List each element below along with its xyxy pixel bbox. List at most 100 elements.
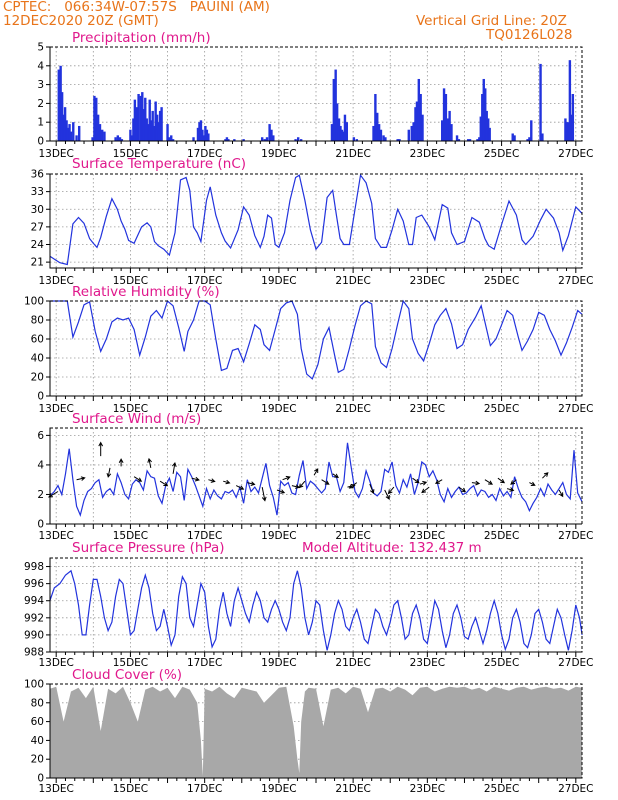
precip-bar bbox=[93, 95, 96, 141]
y-tick-label: 998 bbox=[24, 561, 44, 573]
x-tick-label: 21DEC bbox=[335, 657, 370, 669]
precip-bar bbox=[539, 63, 542, 141]
precip-bar bbox=[377, 124, 381, 141]
precip-bar bbox=[132, 118, 135, 141]
y-tick-label: 60 bbox=[31, 334, 44, 346]
precip-bar bbox=[355, 139, 359, 141]
precip-bar bbox=[152, 125, 156, 141]
x-tick-label: 25DEC bbox=[484, 275, 519, 287]
x-tick-label: 21DEC bbox=[335, 783, 370, 795]
wind-arrow bbox=[332, 473, 339, 478]
precip-bar bbox=[155, 114, 159, 141]
y-tick-label: 2 bbox=[37, 489, 44, 501]
wind-arrow bbox=[98, 441, 104, 457]
precip-bar bbox=[342, 131, 345, 141]
precip-bar bbox=[268, 124, 271, 141]
precip-bar bbox=[511, 133, 514, 141]
precip-bar bbox=[352, 137, 356, 141]
precip-bar bbox=[57, 69, 60, 141]
wind-arrow bbox=[558, 489, 564, 498]
precip-bar bbox=[101, 129, 104, 141]
x-tick-label: 19DEC bbox=[261, 403, 296, 415]
precip-bar bbox=[421, 114, 424, 141]
precip-bar bbox=[374, 94, 377, 141]
x-tick-label: 23DEC bbox=[410, 530, 445, 542]
x-tick-label: 19DEC bbox=[261, 275, 296, 287]
precip-bar bbox=[530, 120, 533, 141]
precip-bar bbox=[118, 137, 122, 141]
x-tick-label: 15DEC bbox=[113, 783, 148, 795]
y-tick-label: 6 bbox=[37, 430, 44, 442]
precip-bar bbox=[476, 139, 479, 141]
precip-bar bbox=[205, 129, 209, 141]
x-tick-label: 13DEC bbox=[38, 530, 73, 542]
precip-bar bbox=[565, 122, 569, 141]
precip-bar bbox=[103, 131, 106, 141]
y-tick-label: 20 bbox=[31, 754, 44, 766]
wind-arrow bbox=[542, 472, 549, 479]
y-tick-label: 994 bbox=[24, 595, 44, 607]
x-tick-label: 23DEC bbox=[410, 148, 445, 160]
x-tick-label: 25DEC bbox=[484, 657, 519, 669]
header-location: CPTEC: 066:34W-07:57S PAUINI (AM) bbox=[3, 0, 270, 15]
x-tick-label: 19DEC bbox=[261, 148, 296, 160]
precip-bar bbox=[157, 122, 160, 141]
precip-bar bbox=[330, 124, 334, 141]
y-tick-label: 5 bbox=[37, 42, 44, 54]
y-tick-label: 0 bbox=[37, 391, 44, 403]
x-tick-label: 25DEC bbox=[484, 403, 519, 415]
y-tick-label: 27 bbox=[31, 221, 44, 233]
precip-bar bbox=[171, 139, 175, 141]
wind-arrow bbox=[276, 489, 286, 494]
wind-arrow bbox=[76, 476, 86, 481]
cloud-area bbox=[49, 686, 583, 778]
x-tick-label: 27DEC bbox=[558, 148, 593, 160]
precip-bar bbox=[130, 135, 134, 141]
x-tick-label: 27DEC bbox=[558, 783, 593, 795]
precip-bar bbox=[65, 120, 68, 141]
precip-bar bbox=[170, 135, 173, 141]
y-tick-label: 990 bbox=[24, 629, 44, 641]
precip-bar bbox=[571, 94, 575, 141]
panel-cloud bbox=[46, 683, 583, 783]
x-tick-label: 17DEC bbox=[187, 403, 222, 415]
precip-bar bbox=[345, 122, 349, 141]
precip-bar bbox=[398, 139, 401, 141]
y-tick-label: 80 bbox=[31, 315, 44, 327]
y-tick-label: 40 bbox=[31, 735, 44, 747]
x-tick-label: 27DEC bbox=[558, 657, 593, 669]
precip-bar bbox=[144, 97, 147, 141]
x-tick-label: 21DEC bbox=[335, 403, 370, 415]
y-tick-label: 100 bbox=[24, 296, 44, 308]
panel-rh bbox=[46, 299, 583, 401]
precip-bar bbox=[60, 92, 64, 141]
x-tick-label: 15DEC bbox=[113, 148, 148, 160]
x-tick-label: 27DEC bbox=[558, 403, 593, 415]
precip-bar bbox=[224, 139, 227, 141]
precip-bar bbox=[528, 137, 531, 141]
precip-bar bbox=[77, 125, 81, 141]
precip-bar bbox=[541, 133, 544, 141]
wind-arrow bbox=[458, 486, 467, 493]
precip-bar bbox=[478, 137, 481, 141]
precip-bar bbox=[120, 139, 124, 141]
wind-arrow bbox=[106, 467, 112, 478]
precip-bar bbox=[450, 124, 453, 141]
wind-arrow bbox=[235, 485, 245, 490]
wind-arrow bbox=[191, 476, 200, 482]
precip-bar bbox=[150, 120, 153, 141]
precip-bar bbox=[396, 139, 399, 141]
x-tick-label: 19DEC bbox=[261, 783, 296, 795]
precip-bar bbox=[568, 60, 572, 141]
precip-bar bbox=[96, 114, 100, 141]
y-tick-label: 36 bbox=[31, 169, 45, 181]
precip-bar bbox=[484, 88, 487, 141]
panel-title-wind: Surface Wind (m/s) bbox=[72, 411, 201, 427]
precip-bar bbox=[204, 125, 207, 141]
panel-title-pres: Surface Pressure (hPa) bbox=[72, 540, 225, 556]
panel-precip bbox=[46, 46, 583, 146]
precip-bar bbox=[296, 137, 300, 141]
x-tick-label: 23DEC bbox=[410, 783, 445, 795]
panel-pres bbox=[46, 557, 583, 657]
x-tick-label: 25DEC bbox=[484, 148, 519, 160]
